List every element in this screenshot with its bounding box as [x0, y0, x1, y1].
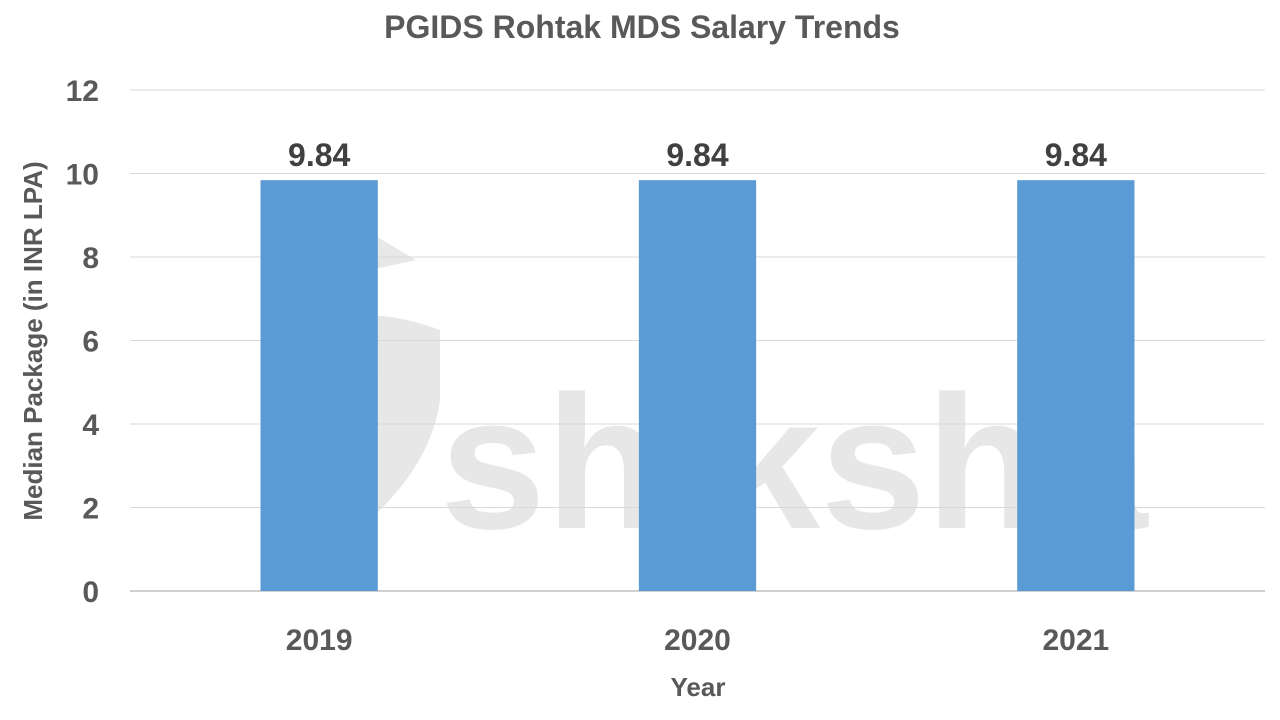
bars: [260, 180, 1135, 591]
x-axis-ticks: 2019 2020 2021: [286, 624, 1109, 657]
y-axis-ticks: 0 2 4 6 8 10 12: [66, 75, 100, 609]
y-tick-label: 10: [66, 159, 99, 192]
y-tick-label: 6: [82, 326, 99, 359]
x-tick-label-2021: 2021: [1042, 624, 1109, 657]
y-tick-label: 8: [82, 242, 99, 275]
bar-2020: [638, 180, 757, 591]
chart-title: PGIDS Rohtak MDS Salary Trends: [384, 9, 900, 45]
x-axis-title: Year: [671, 672, 726, 702]
y-tick-label: 4: [82, 409, 99, 442]
y-axis-title: Median Package (in INR LPA): [18, 161, 48, 520]
bar-2021: [1017, 180, 1135, 591]
y-tick-label: 12: [66, 75, 99, 108]
data-label-2021: 9.84: [1045, 137, 1107, 173]
y-tick-label: 2: [82, 493, 99, 526]
y-tick-label: 0: [82, 576, 99, 609]
data-label-2019: 9.84: [288, 137, 350, 173]
bar-2019: [260, 180, 378, 591]
data-labels: 9.84 9.84 9.84: [288, 137, 1107, 173]
x-tick-label-2019: 2019: [286, 624, 353, 657]
data-label-2020: 9.84: [666, 137, 728, 173]
x-tick-label-2020: 2020: [664, 624, 731, 657]
